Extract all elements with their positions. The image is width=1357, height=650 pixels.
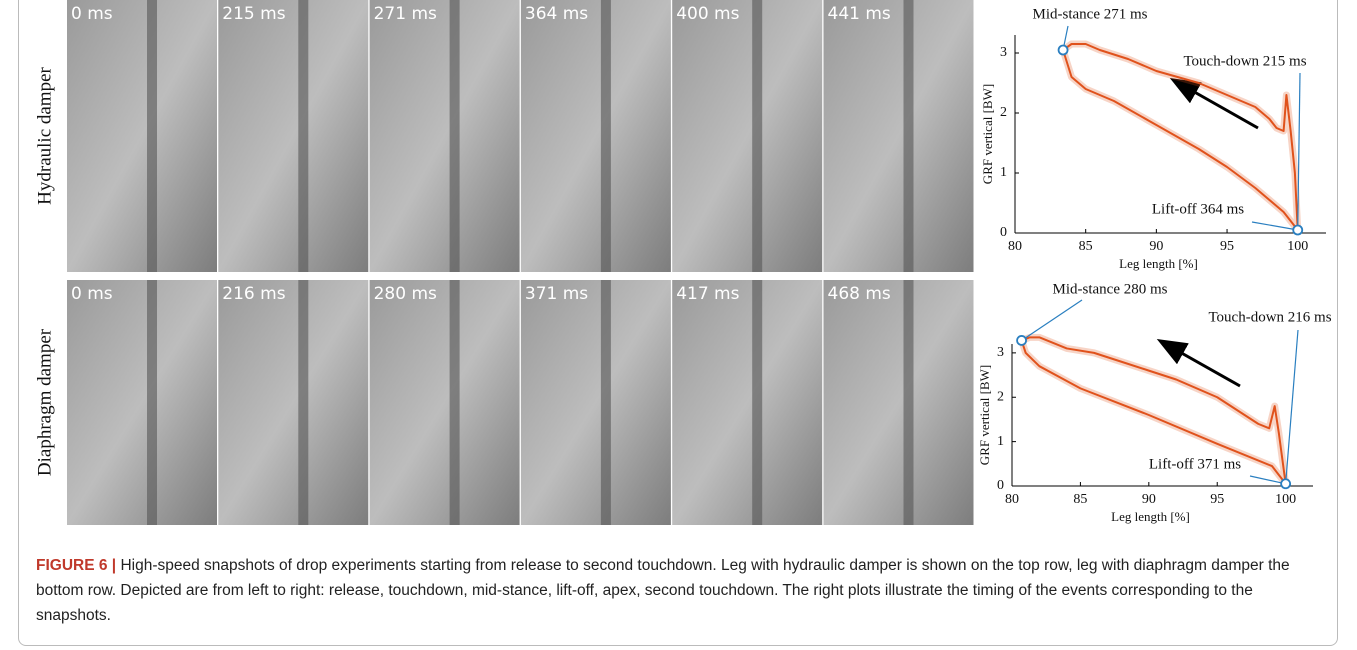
x-tick-label: 85 — [1079, 239, 1093, 254]
timestamp: 400 ms — [676, 4, 739, 24]
y-tick-label: 1 — [997, 434, 1004, 449]
x-tick-label: 90 — [1149, 239, 1163, 254]
timestamp: 0 ms — [71, 284, 113, 304]
rail — [904, 280, 914, 525]
x-tick-label: 85 — [1073, 492, 1087, 507]
snapshot — [67, 280, 217, 525]
x-axis-label: Leg length [%] — [1119, 256, 1198, 271]
rail — [298, 280, 308, 525]
annotation: Lift-off 364 ms — [1152, 201, 1244, 217]
annotation: Touch-down 215 ms — [1183, 53, 1306, 69]
y-tick-label: 2 — [997, 389, 1004, 404]
figure: Hydraulic damper 0 ms 215 ms 271 ms 364 ms 40… — [0, 0, 1357, 540]
rail — [601, 0, 611, 272]
y-tick-label: 1 — [1000, 165, 1007, 180]
timestamp: 441 ms — [828, 4, 891, 24]
x-axis-label: Leg length [%] — [1111, 509, 1190, 524]
annotation: Mid-stance 280 ms — [1053, 281, 1168, 297]
annotation: Touch-down 216 ms — [1208, 309, 1331, 325]
snapshot — [218, 280, 368, 525]
snapshot — [672, 0, 822, 272]
timestamp: 280 ms — [374, 284, 437, 304]
page: Hydraulic damper 0 ms 215 ms 271 ms 364 ms 40… — [0, 0, 1357, 650]
leader-line — [1022, 300, 1082, 340]
caption-label: FIGURE 6 | — [36, 557, 116, 574]
timestamp: 371 ms — [525, 284, 588, 304]
y-axis-label: GRF vertical [BW] — [977, 365, 992, 465]
snapshot — [824, 280, 974, 525]
x-tick-label: 95 — [1220, 239, 1234, 254]
rail — [601, 280, 611, 525]
rail — [450, 280, 460, 525]
rail — [450, 0, 460, 272]
y-tick-label: 3 — [997, 345, 1004, 360]
x-tick-label: 100 — [1287, 239, 1308, 254]
x-tick-label: 80 — [1008, 239, 1022, 254]
caption-text: High-speed snapshots of drop experiments… — [36, 557, 1290, 624]
snapshot — [370, 0, 520, 272]
leader-line — [1286, 330, 1298, 484]
snapshot — [67, 0, 217, 272]
x-tick-label: 80 — [1005, 492, 1019, 507]
timestamp: 216 ms — [222, 284, 285, 304]
x-tick-label: 95 — [1210, 492, 1224, 507]
y-tick-label: 0 — [1000, 225, 1007, 240]
timestamp: 215 ms — [222, 4, 285, 24]
timestamp: 271 ms — [374, 4, 437, 24]
event-point — [1281, 479, 1290, 488]
rail — [904, 0, 914, 272]
event-point — [1059, 46, 1068, 55]
snapshot — [672, 280, 822, 525]
snapshot — [370, 280, 520, 525]
row-label: Diaphragm damper — [34, 328, 55, 476]
y-tick-label: 2 — [1000, 105, 1007, 120]
timestamp: 417 ms — [676, 284, 739, 304]
timestamp: 0 ms — [71, 4, 113, 24]
event-point — [1293, 226, 1302, 235]
snapshot — [521, 280, 671, 525]
snapshot — [218, 0, 368, 272]
timestamp: 468 ms — [828, 284, 891, 304]
snapshot — [521, 0, 671, 272]
row-label: Hydraulic damper — [34, 66, 55, 204]
annotation: Mid-stance 271 ms — [1033, 6, 1148, 22]
x-tick-label: 90 — [1142, 492, 1156, 507]
rail — [147, 0, 157, 272]
x-tick-label: 100 — [1275, 492, 1296, 507]
y-axis-label: GRF vertical [BW] — [980, 84, 995, 184]
y-tick-label: 0 — [997, 478, 1004, 493]
annotation: Lift-off 371 ms — [1149, 456, 1241, 472]
event-point — [1017, 336, 1026, 345]
caption: FIGURE 6 | High-speed snapshots of drop … — [36, 553, 1326, 628]
rail — [147, 280, 157, 525]
snapshot — [824, 0, 974, 272]
timestamp: 364 ms — [525, 4, 588, 24]
y-tick-label: 3 — [1000, 45, 1007, 60]
rail — [752, 280, 762, 525]
rail — [752, 0, 762, 272]
rail — [298, 0, 308, 272]
